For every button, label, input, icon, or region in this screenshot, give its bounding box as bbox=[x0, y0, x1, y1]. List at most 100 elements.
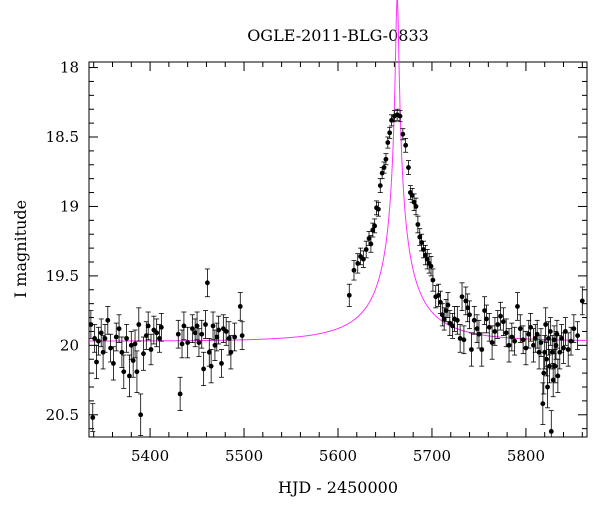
point-marker bbox=[517, 326, 523, 332]
data-point bbox=[471, 306, 477, 335]
point-marker bbox=[540, 401, 546, 407]
data-point bbox=[132, 329, 138, 359]
data-point bbox=[489, 325, 495, 360]
data-point bbox=[175, 319, 181, 349]
point-marker bbox=[474, 326, 480, 332]
point-marker bbox=[158, 324, 164, 330]
point-marker bbox=[223, 329, 229, 334]
y-tick-label: 20.5 bbox=[46, 406, 79, 424]
point-marker bbox=[538, 340, 544, 345]
data-point bbox=[552, 349, 558, 384]
data-point bbox=[192, 318, 198, 348]
point-marker bbox=[226, 335, 232, 341]
point-marker bbox=[212, 342, 218, 348]
point-marker bbox=[116, 326, 122, 332]
point-marker bbox=[450, 323, 456, 329]
point-marker bbox=[192, 330, 198, 336]
point-marker bbox=[542, 349, 548, 355]
data-point bbox=[439, 303, 445, 327]
data-point bbox=[543, 307, 549, 342]
point-marker bbox=[201, 366, 207, 372]
point-marker bbox=[465, 305, 471, 311]
point-marker bbox=[377, 183, 383, 189]
point-marker bbox=[536, 349, 542, 355]
point-marker bbox=[546, 335, 551, 341]
data-point bbox=[220, 314, 226, 343]
point-marker bbox=[544, 356, 549, 362]
point-marker bbox=[471, 317, 477, 323]
point-marker bbox=[363, 247, 369, 252]
data-point bbox=[512, 326, 518, 356]
point-marker bbox=[484, 316, 489, 322]
point-marker bbox=[366, 235, 372, 241]
data-point bbox=[413, 197, 419, 216]
y-tick-label: 18 bbox=[60, 59, 79, 77]
data-point bbox=[545, 365, 551, 409]
chart-title: OGLE-2011-BLG-0833 bbox=[247, 26, 429, 45]
model-curve-layer bbox=[89, 0, 588, 342]
point-marker bbox=[383, 156, 389, 162]
point-marker bbox=[94, 359, 99, 365]
data-point bbox=[492, 317, 498, 346]
point-marker bbox=[206, 349, 212, 355]
point-marker bbox=[136, 322, 142, 327]
data-point bbox=[95, 326, 101, 356]
data-point bbox=[113, 322, 119, 352]
data-point bbox=[551, 325, 557, 355]
point-marker bbox=[492, 329, 498, 334]
data-point bbox=[105, 306, 111, 335]
data-point bbox=[500, 307, 506, 337]
point-marker bbox=[239, 333, 245, 339]
point-marker bbox=[454, 317, 460, 323]
point-marker bbox=[479, 347, 485, 352]
data-point bbox=[363, 240, 369, 259]
point-marker bbox=[157, 335, 162, 341]
data-point bbox=[145, 311, 151, 341]
data-point bbox=[506, 328, 512, 363]
data-point bbox=[495, 310, 501, 339]
point-marker bbox=[579, 298, 585, 304]
data-point bbox=[228, 335, 234, 370]
data-point bbox=[546, 349, 552, 384]
data-point bbox=[540, 382, 546, 425]
point-marker bbox=[553, 342, 559, 348]
point-marker bbox=[148, 347, 154, 352]
point-marker bbox=[531, 342, 536, 348]
data-point bbox=[196, 328, 202, 357]
data-point bbox=[226, 321, 232, 356]
point-marker bbox=[138, 412, 144, 418]
point-marker bbox=[92, 335, 98, 341]
data-point bbox=[538, 328, 544, 357]
x-tick-label: 5500 bbox=[225, 447, 263, 465]
point-marker bbox=[203, 322, 208, 327]
data-point bbox=[450, 312, 456, 339]
point-marker bbox=[199, 331, 205, 337]
point-marker bbox=[545, 384, 550, 390]
point-marker bbox=[208, 363, 214, 369]
data-point bbox=[579, 286, 585, 316]
data-point bbox=[483, 304, 489, 334]
point-marker bbox=[177, 391, 183, 397]
point-marker bbox=[351, 267, 357, 273]
point-marker bbox=[194, 323, 200, 329]
data-point bbox=[523, 331, 529, 366]
point-marker bbox=[232, 334, 238, 340]
data-point bbox=[214, 322, 220, 352]
point-marker bbox=[372, 223, 378, 229]
data-point bbox=[216, 315, 222, 345]
data-point bbox=[351, 260, 357, 281]
data-point bbox=[547, 317, 553, 346]
model-curve bbox=[89, 0, 588, 342]
point-marker bbox=[368, 241, 374, 247]
x-tick-label: 5700 bbox=[413, 447, 451, 465]
point-marker bbox=[443, 308, 449, 314]
data-point bbox=[194, 311, 200, 341]
point-marker bbox=[90, 415, 96, 420]
point-marker bbox=[482, 308, 487, 314]
data-point bbox=[199, 319, 205, 349]
point-marker bbox=[498, 313, 503, 319]
point-marker bbox=[102, 335, 108, 341]
point-marker bbox=[216, 327, 222, 333]
data-point bbox=[136, 307, 142, 342]
data-point bbox=[218, 349, 224, 378]
